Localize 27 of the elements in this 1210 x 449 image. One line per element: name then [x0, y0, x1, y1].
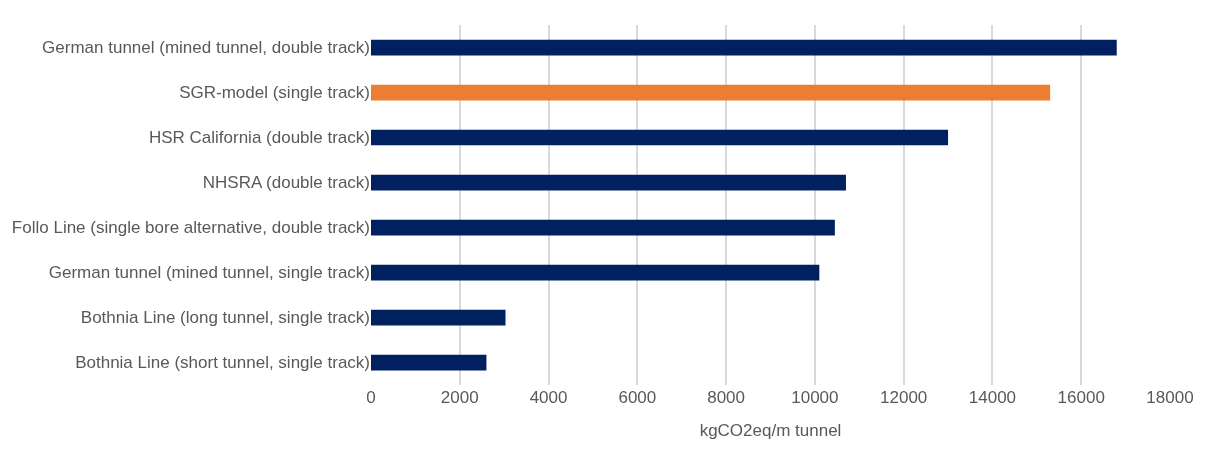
y-tick-label: HSR California (double track)	[148, 128, 370, 148]
bar	[371, 219, 835, 236]
x-tick-label: 10000	[791, 388, 839, 407]
x-tick-label: 18000	[1146, 388, 1194, 407]
x-tick-label: 14000	[968, 388, 1017, 407]
bar	[371, 84, 1051, 101]
bar	[371, 309, 506, 326]
y-tick-label: Follo Line (single bore alternative, double track)	[11, 218, 370, 238]
bar	[371, 174, 846, 191]
x-tick-label: 12000	[880, 388, 928, 407]
y-tick-label: NHSRA (double track)	[202, 173, 370, 193]
bar	[371, 129, 949, 146]
y-tick-label: German tunnel (mined tunnel, double track)	[42, 38, 370, 58]
x-axis-title: kgCO2eq/m tunnel	[699, 421, 842, 441]
x-tick-label: 4000	[529, 388, 568, 407]
x-tick-label: 2000	[440, 388, 479, 407]
y-tick-label: German tunnel (mined tunnel, single track)	[48, 263, 370, 283]
bar	[371, 39, 1117, 56]
y-tick-label: Bothnia Line (short tunnel, single track)	[75, 353, 370, 373]
x-tick-label: 0	[366, 388, 376, 407]
x-tick-label: 6000	[618, 388, 657, 407]
bar	[371, 354, 487, 371]
y-tick-label: Bothnia Line (long tunnel, single track)	[80, 308, 370, 328]
x-tick-label: 16000	[1057, 388, 1105, 407]
bar	[371, 264, 820, 281]
x-tick-label: 8000	[707, 388, 746, 407]
y-tick-label: SGR-model (single track)	[179, 83, 370, 103]
